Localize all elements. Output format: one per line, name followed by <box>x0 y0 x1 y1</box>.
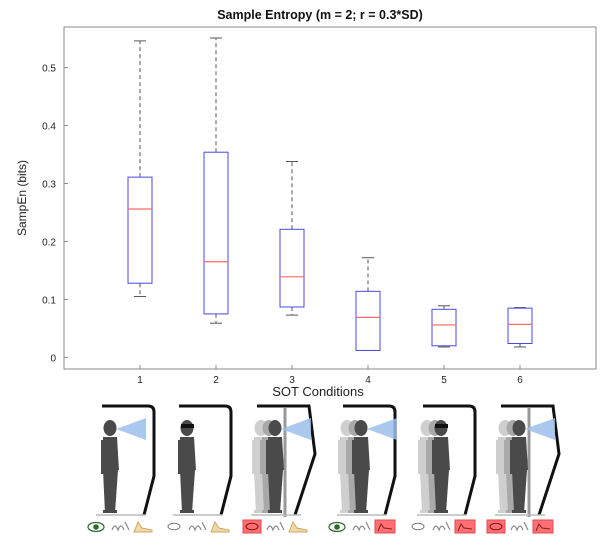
person-silhouette <box>101 420 119 513</box>
sensory-icons <box>165 520 230 533</box>
box-2 <box>203 37 229 324</box>
foot-icon <box>133 520 153 533</box>
plot-area <box>63 26 597 370</box>
sensory-icons <box>486 519 554 534</box>
x-tick-label: 5 <box>441 375 447 386</box>
eye-sway-icon <box>242 519 262 534</box>
y-tick-label: 0.2 <box>42 237 56 248</box>
y-tick-label: 0 <box>50 353 56 364</box>
blindfold <box>435 424 448 428</box>
foot-sway-icon <box>454 519 476 534</box>
somatosensory-icon <box>266 521 285 532</box>
y-tick-label: 0.4 <box>42 122 56 133</box>
condition-panel-2 <box>165 404 233 533</box>
eye-closed-icon <box>165 520 183 533</box>
iqr-box <box>127 176 153 284</box>
blindfold <box>181 424 194 428</box>
condition-panel-1 <box>87 404 156 533</box>
condition-panel-4 <box>328 404 397 534</box>
surround-frame <box>179 404 233 516</box>
vision-beam <box>116 418 146 440</box>
eye-icon <box>87 521 105 533</box>
y-axis: 0 0.1 0.2 0.3 0.4 0.5 <box>42 64 68 364</box>
condition-panel-5 <box>409 404 477 534</box>
person-silhouette <box>432 420 450 513</box>
eye-icon <box>328 521 346 533</box>
vision-beam <box>367 418 397 440</box>
iqr-box <box>507 307 533 344</box>
somatosensory-icon <box>432 521 451 532</box>
x-axis: 1 2 3 4 5 6 <box>137 365 523 386</box>
surround-frame <box>257 404 317 516</box>
foot-sway-icon <box>374 519 396 534</box>
sensory-icons <box>328 519 396 534</box>
eye-sway-icon <box>486 519 506 534</box>
boxes-layer <box>127 37 533 351</box>
x-tick-label: 1 <box>137 375 143 386</box>
person-silhouette <box>178 420 196 513</box>
sensory-icons <box>409 519 476 534</box>
surround-frame <box>501 404 561 516</box>
chart-title: Sample Entropy (m = 2; r = 0.3*SD) <box>217 8 423 22</box>
foot-icon <box>288 520 308 533</box>
x-axis-label: SOT Conditions <box>272 384 364 399</box>
iqr-box <box>355 290 381 351</box>
box-3 <box>279 160 305 316</box>
surround-frame <box>102 404 156 516</box>
iqr-box <box>279 228 305 308</box>
x-tick-label: 6 <box>517 375 523 386</box>
vision-beam <box>525 418 555 440</box>
surround-frame <box>423 404 477 516</box>
condition-panel-6 <box>486 404 561 534</box>
person-silhouette <box>266 420 284 513</box>
box-6 <box>507 307 533 348</box>
somatosensory-icon <box>352 521 371 532</box>
y-axis-label: SampEn (bits) <box>15 160 29 236</box>
person-silhouette <box>510 420 528 513</box>
person-silhouette <box>352 420 370 513</box>
sensory-icons <box>87 520 153 533</box>
box-5 <box>431 305 457 348</box>
sensory-icons <box>242 519 308 534</box>
y-tick-label: 0.3 <box>42 180 56 191</box>
iqr-box <box>431 308 457 347</box>
somatosensory-icon <box>111 521 130 532</box>
box-4 <box>355 257 381 351</box>
iqr-box <box>203 151 229 315</box>
box-1 <box>127 40 153 298</box>
condition-panel-3 <box>242 404 317 534</box>
y-tick-label: 0.5 <box>42 64 56 75</box>
vision-beam <box>281 418 311 440</box>
somatosensory-icon <box>188 521 207 532</box>
surround-frame <box>343 404 397 516</box>
x-tick-label: 3 <box>289 375 295 386</box>
eye-closed-icon <box>409 520 427 533</box>
y-tick-label: 0.1 <box>42 295 56 306</box>
somatosensory-icon <box>510 521 529 532</box>
box-plot-chart: Sample Entropy (m = 2; r = 0.3*SD) 00.10… <box>15 8 597 399</box>
foot-sway-icon <box>532 519 554 534</box>
x-tick-label: 4 <box>365 375 371 386</box>
x-tick-label: 2 <box>213 375 219 386</box>
foot-icon <box>210 520 230 533</box>
